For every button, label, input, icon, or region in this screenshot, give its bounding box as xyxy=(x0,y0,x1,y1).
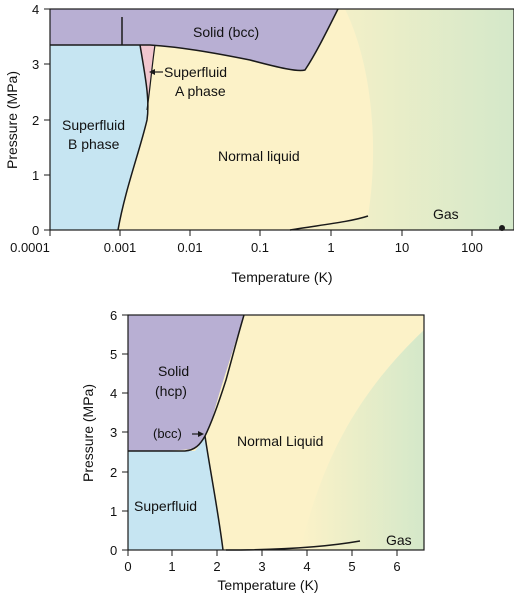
a-phase-label-line1: Superfluid xyxy=(164,64,227,80)
a-phase-arrowhead xyxy=(149,69,155,75)
superfluid-region xyxy=(128,436,223,550)
bottom-y-tick-label: 3 xyxy=(110,425,117,440)
bottom-x-tick-label: 3 xyxy=(258,559,265,574)
gas-region xyxy=(300,330,424,550)
gas-label: Gas xyxy=(386,532,412,548)
bottom-x-tick-label: 5 xyxy=(348,559,355,574)
helium-4-phase-diagram: Solid (hcp) (bcc) Normal Liquid Superflu… xyxy=(80,308,425,593)
solid-bcc-label: Solid (bcc) xyxy=(193,24,259,40)
solid-hcp-region xyxy=(128,315,244,451)
top-y-axis-title: Pressure (MPa) xyxy=(4,71,20,169)
bottom-y-tick-label: 0 xyxy=(110,543,117,558)
top-x-tick-label: 10 xyxy=(395,240,409,255)
normal-liquid-label: Normal liquid xyxy=(218,148,300,164)
top-x-tick-label: 100 xyxy=(461,240,483,255)
a-phase-label-line2: A phase xyxy=(175,83,226,99)
bottom-y-tick-label: 4 xyxy=(110,386,117,401)
bottom-y-tick-label: 6 xyxy=(110,308,117,323)
normal-liquid-label: Normal Liquid xyxy=(237,433,323,449)
bottom-y-tick-label: 2 xyxy=(110,465,117,480)
bottom-y-axis-title: Pressure (MPa) xyxy=(80,384,96,482)
bottom-y-tick-label: 1 xyxy=(110,504,117,519)
helium-3-phase-diagram: Solid (bcc) Superfluid A phase Superflui… xyxy=(4,2,514,285)
top-x-tick-label: 0.01 xyxy=(177,240,202,255)
a-phase-edge-line xyxy=(146,44,156,111)
bottom-x-tick-label: 6 xyxy=(393,559,400,574)
gas-label: Gas xyxy=(433,206,459,222)
solid-hcp-label-line2: (hcp) xyxy=(155,383,187,399)
top-x-tick-label: 0.1 xyxy=(251,240,269,255)
melting-curve xyxy=(128,314,245,452)
bottom-x-tick-label: 4 xyxy=(303,559,310,574)
top-x-tick-label: 1 xyxy=(327,240,334,255)
gas-region xyxy=(290,9,514,230)
solid-hcp-label-line1: Solid xyxy=(158,363,189,379)
top-y-tick-label: 3 xyxy=(32,57,39,72)
bottom-x-axis-title: Temperature (K) xyxy=(217,577,318,593)
bcc-label: (bcc) xyxy=(153,426,182,441)
superfluid-label: Superfluid xyxy=(134,498,197,514)
top-y-axis: 4 3 2 1 0 xyxy=(32,2,50,238)
ab-transition-line xyxy=(117,44,149,231)
bottom-y-tick-label: 5 xyxy=(110,347,117,362)
bottom-x-tick-label: 2 xyxy=(213,559,220,574)
bottom-x-axis: 0 1 2 3 4 5 6 xyxy=(124,550,401,574)
bottom-y-axis: 6 5 4 3 2 1 0 xyxy=(110,308,128,558)
bcc-arrowhead xyxy=(198,431,204,437)
b-phase-label-line2: B phase xyxy=(68,136,120,152)
top-x-tick-label: 0.0001 xyxy=(10,240,50,255)
lambda-line xyxy=(204,435,224,551)
top-y-tick-label: 2 xyxy=(32,113,39,128)
vapor-curve xyxy=(289,215,369,231)
top-y-tick-label: 1 xyxy=(32,168,39,183)
superfluid-a-phase-region xyxy=(140,45,155,115)
top-x-tick-label: 0.001 xyxy=(104,240,137,255)
melting-curve xyxy=(50,8,339,72)
top-x-axis-title: Temperature (K) xyxy=(231,269,332,285)
b-phase-label-line1: Superfluid xyxy=(62,117,125,133)
bottom-x-tick-label: 1 xyxy=(168,559,175,574)
top-y-tick-label: 0 xyxy=(32,223,39,238)
top-x-axis: 0.0001 0.001 0.01 0.1 1 10 100 xyxy=(10,230,483,255)
top-y-tick-label: 4 xyxy=(32,2,39,17)
superfluid-b-phase-region xyxy=(50,45,148,230)
bottom-x-tick-label: 0 xyxy=(124,559,131,574)
